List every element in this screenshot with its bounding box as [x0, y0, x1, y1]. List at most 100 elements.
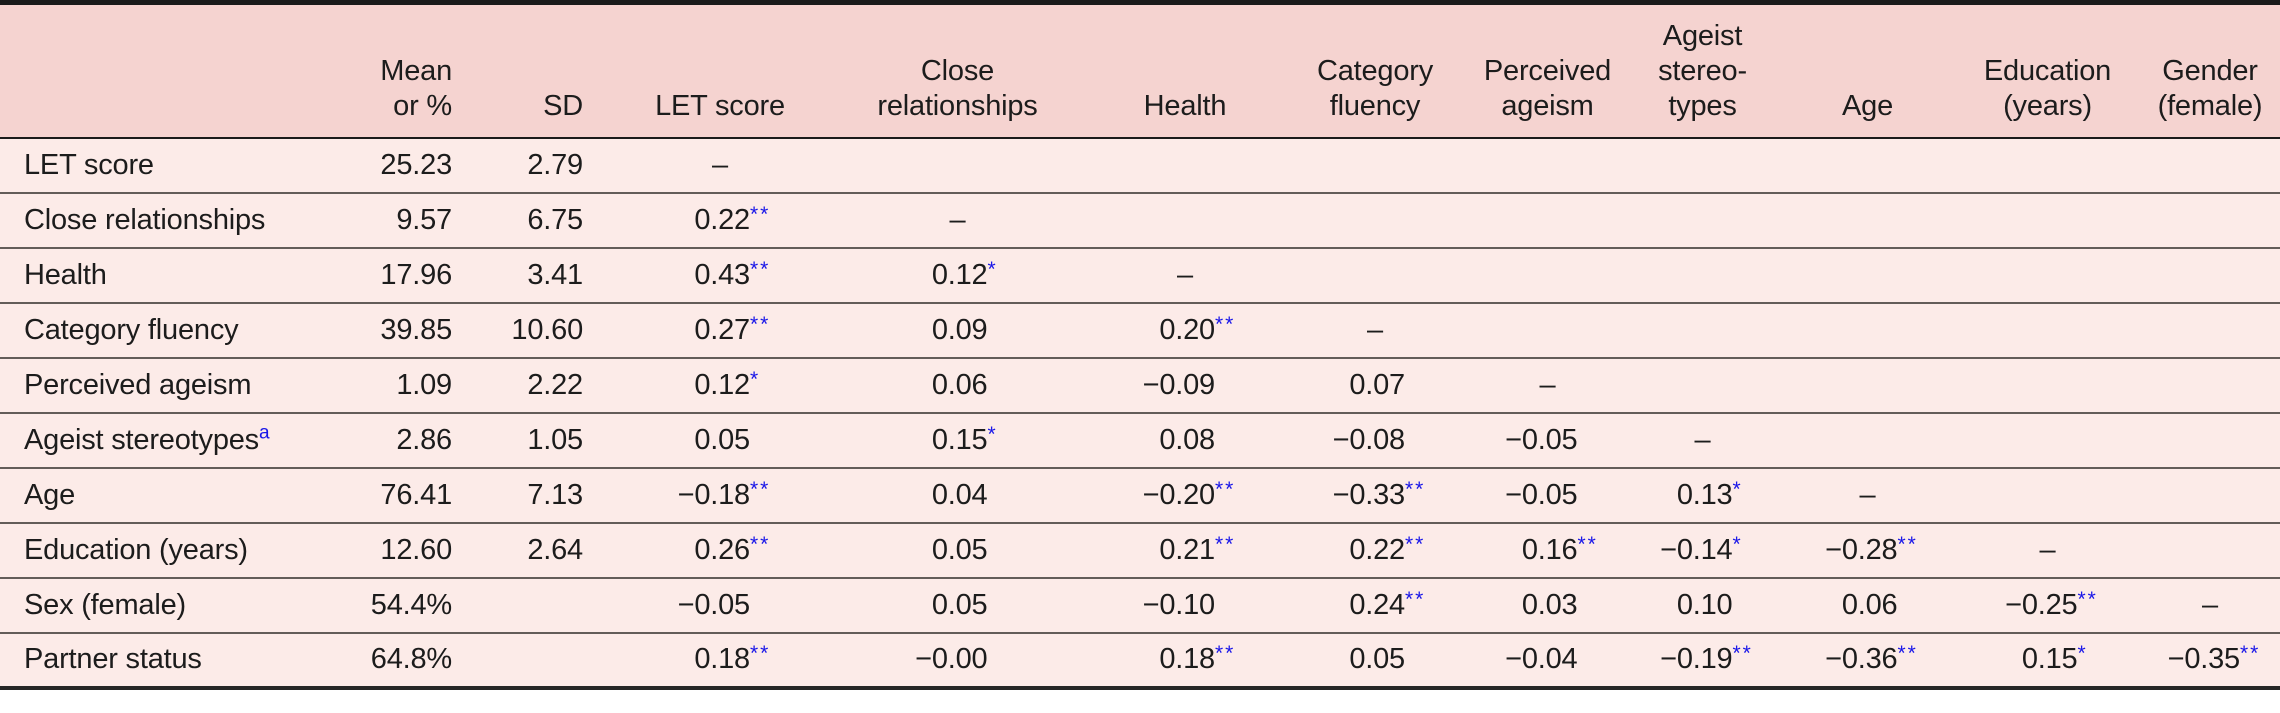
column-header-mean: Mean or %: [330, 2, 470, 139]
correlation-cell: [1955, 411, 2140, 468]
correlation-cell: −0.14 *: [1625, 521, 1780, 578]
correlation-cell: 0.18 **: [615, 631, 825, 688]
correlation-cell: 0.03: [1470, 576, 1625, 633]
significance-asterisks: **: [2240, 642, 2261, 665]
row-label-text: Sex (female): [24, 588, 186, 621]
correlation-value: 0.09: [888, 314, 1028, 347]
correlation-number: −0.09: [1142, 368, 1216, 401]
correlation-cell: –: [1470, 356, 1625, 413]
correlation-cell: [825, 137, 1090, 193]
correlation-number: 0.05: [931, 588, 988, 621]
correlation-cell: 0.22 **: [1280, 521, 1470, 578]
significance-asterisks: **: [1215, 312, 1236, 336]
correlation-number: 0.08: [1159, 423, 1215, 456]
correlation-cell: [1955, 137, 2140, 193]
correlation-cell: [1780, 191, 1955, 248]
diagonal-dash: –: [1859, 478, 1876, 511]
correlation-cell: −0.05: [1470, 411, 1625, 468]
correlation-value: −0.05: [650, 589, 790, 622]
correlation-value: 0.24 **: [1305, 588, 1445, 622]
correlation-number: −0.05: [677, 588, 751, 621]
correlation-value: −0.19 **: [1633, 642, 1773, 676]
correlation-cell: [1470, 191, 1625, 248]
correlation-cell: –: [825, 191, 1090, 248]
correlation-cell: 0.13 *: [1625, 466, 1780, 523]
correlation-cell: 0.05: [825, 576, 1090, 633]
correlation-cell: 0.12 *: [825, 246, 1090, 303]
correlation-number: −0.05: [1505, 478, 1578, 511]
correlation-value: −0.14 *: [1633, 532, 1773, 567]
significance-asterisks: **: [1405, 532, 1426, 556]
correlation-value: 0.15 *: [888, 423, 1028, 457]
correlation-value: −0.10: [1115, 589, 1255, 622]
correlation-table: Mean or % SD LET score Close relationships Hea…: [0, 0, 2280, 690]
correlation-value: 0.12 *: [650, 367, 790, 402]
correlation-cell: [1625, 137, 1780, 193]
sd-value: [470, 576, 615, 633]
correlation-cell: 0.18 **: [1090, 631, 1280, 688]
column-header-line: Education: [1983, 54, 2112, 87]
column-header-gender: Gender (female): [2140, 2, 2280, 139]
column-header-health: Health: [1090, 2, 1280, 139]
correlation-cell: −0.05: [1470, 466, 1625, 523]
correlation-value: 0.27 **: [650, 313, 790, 347]
column-header-line: Age: [1842, 89, 1893, 122]
column-header-let: LET score: [615, 2, 825, 139]
correlation-number: 0.05: [931, 533, 988, 566]
correlation-value: −0.33 **: [1305, 478, 1445, 512]
correlation-number: 0.12: [931, 258, 988, 291]
header-row: Mean or % SD LET score Close relationships Hea…: [0, 2, 2280, 139]
diagonal-dash: –: [2202, 588, 2218, 621]
correlation-cell: 0.15 *: [825, 411, 1090, 468]
correlation-value: 0.22 **: [1305, 532, 1445, 567]
significance-asterisks: *: [750, 367, 761, 391]
significance-asterisks: **: [1215, 642, 1236, 665]
row-label-text: Health: [24, 258, 107, 291]
significance-asterisks: **: [1897, 532, 1918, 556]
column-header-line: Gender: [2162, 54, 2258, 87]
column-header-age: Age: [1780, 2, 1955, 139]
correlation-number: 0.24: [1349, 588, 1405, 621]
correlation-number: −0.10: [1142, 588, 1216, 621]
correlation-value: −0.04: [1478, 643, 1618, 676]
correlation-cell: [1090, 191, 1280, 248]
correlation-cell: –: [1955, 521, 2140, 578]
correlation-value: 0.04: [888, 479, 1028, 512]
column-header-line: or %: [393, 89, 452, 122]
correlation-number: 0.05: [1349, 643, 1405, 675]
correlation-cell: 0.26 **: [615, 521, 825, 578]
correlation-cell: −0.08: [1280, 411, 1470, 468]
column-header-line: fluency: [1329, 89, 1421, 122]
row-label-text: Education (years): [24, 533, 248, 566]
column-header-education: Education (years): [1955, 2, 2140, 139]
correlation-cell: 0.10: [1625, 576, 1780, 633]
correlation-cell: 0.06: [1780, 576, 1955, 633]
correlation-value: −0.36 **: [1798, 642, 1938, 676]
row-label: Education (years): [0, 521, 330, 578]
table-body: LET score 25.23 2.79 – Close relationships 9.…: [0, 137, 2280, 688]
footnote-marker: a: [258, 421, 270, 443]
correlation-cell: [2140, 411, 2280, 468]
correlation-number: 0.27: [694, 313, 750, 346]
correlation-cell: –: [2140, 576, 2280, 633]
correlation-number: 0.22: [1349, 533, 1405, 566]
sd-value: 10.60: [470, 301, 615, 358]
correlation-cell: [2140, 137, 2280, 193]
row-label-text: Partner status: [24, 643, 202, 675]
correlation-cell: 0.05: [825, 521, 1090, 578]
correlation-number: 0.43: [694, 258, 750, 291]
significance-asterisks: *: [1732, 532, 1743, 556]
correlation-value: −0.28 **: [1798, 532, 1938, 567]
significance-asterisks: **: [1897, 642, 1918, 665]
correlation-number: −0.36: [1825, 643, 1898, 675]
diagonal-dash: –: [1177, 258, 1193, 291]
correlation-cell: −0.10: [1090, 576, 1280, 633]
correlation-cell: [1625, 356, 1780, 413]
row-label: Category fluency: [0, 301, 330, 358]
correlation-cell: [1470, 137, 1625, 193]
column-header-line: stereo-: [1658, 54, 1747, 87]
correlation-cell: –: [1090, 246, 1280, 303]
column-header-line: relationships: [877, 89, 1038, 122]
row-label: Sex (female): [0, 576, 330, 633]
table-row: Perceived ageism 1.09 2.22 0.12 * 0.06 −0.09 0.…: [0, 356, 2280, 413]
